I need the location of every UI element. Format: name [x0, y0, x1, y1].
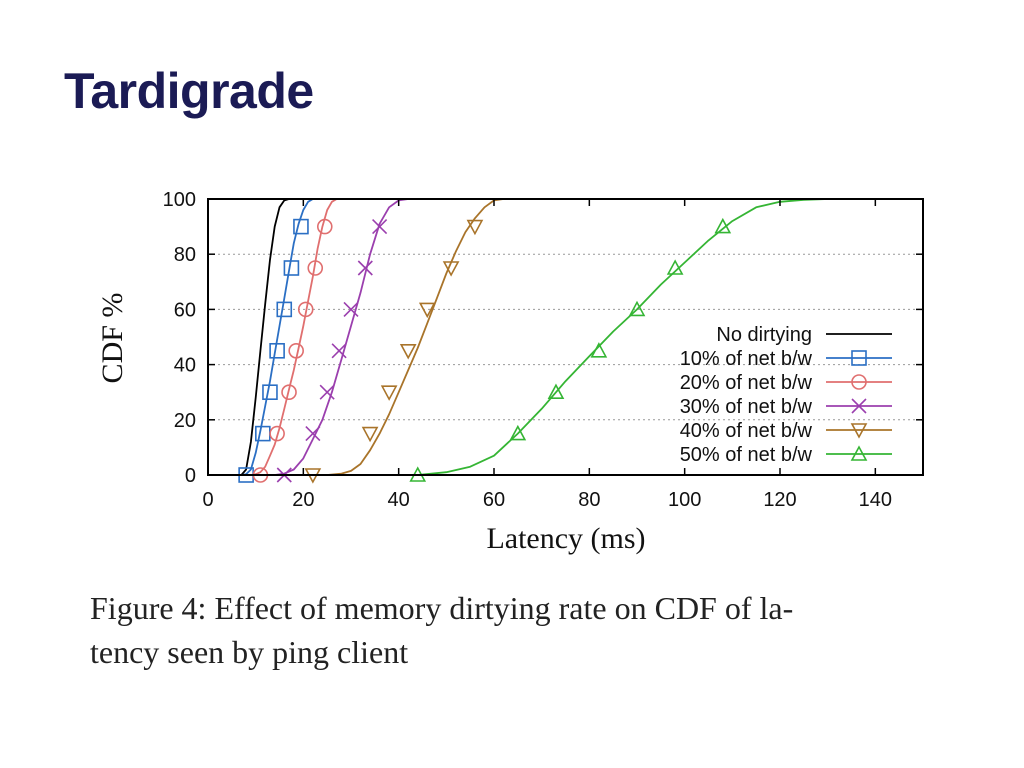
x-tick-label: 100 [668, 489, 701, 511]
x-tick-label: 140 [859, 489, 892, 511]
series-line [241, 198, 314, 476]
x-tick-label: 0 [202, 489, 213, 511]
series-0 [240, 198, 290, 476]
data-point-marker [276, 301, 293, 318]
series-4 [304, 198, 504, 484]
caption-line-1: Figure 4: Effect of memory dirtying rate… [90, 590, 794, 626]
legend-label: 50% of net b/w [680, 444, 813, 466]
legend-entry: 40% of net b/w [680, 420, 892, 442]
data-point-marker [269, 425, 285, 442]
data-point-marker [262, 384, 278, 401]
series-2 [250, 198, 338, 483]
data-point-marker [307, 260, 324, 276]
y-tick-label: 0 [185, 465, 196, 487]
legend-entry: 30% of net b/w [680, 396, 892, 418]
x-tick-label: 20 [292, 489, 314, 511]
data-point-marker [316, 218, 333, 235]
data-point-marker [466, 219, 484, 236]
data-point-marker [418, 302, 436, 319]
y-tick-label: 100 [163, 189, 196, 211]
y-tick-label: 60 [174, 299, 196, 321]
plot-frame [207, 198, 924, 476]
data-point-marker [293, 218, 309, 235]
data-point-marker [628, 300, 646, 317]
data-point-marker [357, 260, 373, 276]
data-point-marker [547, 383, 565, 400]
data-point-marker [288, 342, 304, 359]
y-tick-label: 20 [174, 410, 196, 432]
y-axis-label: CDF % [96, 293, 129, 384]
legend-label: 30% of net b/w [680, 396, 813, 418]
data-point-marker [714, 217, 732, 234]
legend-marker [851, 398, 867, 414]
caption-line-2: tency seen by ping client [90, 634, 409, 670]
y-tick-label: 40 [174, 355, 196, 377]
x-tick-label: 120 [763, 489, 796, 511]
x-tick-label: 60 [483, 489, 505, 511]
legend-label: 40% of net b/w [680, 420, 813, 442]
series-3 [274, 198, 409, 483]
data-point-marker [380, 385, 398, 401]
x-tick-label: 40 [388, 489, 410, 511]
data-point-marker [509, 424, 527, 441]
data-point-marker [319, 384, 335, 400]
data-point-marker [372, 219, 388, 235]
series-line [327, 198, 504, 476]
legend-entry: No dirtying [716, 324, 892, 346]
series-line [240, 198, 290, 476]
slide-title: Tardigrade [64, 63, 314, 119]
legend-label: No dirtying [716, 324, 812, 346]
legend-entry: 50% of net b/w [680, 444, 892, 466]
data-point-marker [281, 384, 297, 401]
series-line [250, 198, 338, 476]
x-axis-label: Latency (ms) [486, 522, 645, 555]
legend-marker [850, 423, 868, 439]
figure-caption: Figure 4: Effect of memory dirtying rate… [90, 586, 970, 674]
data-point-marker [297, 301, 314, 318]
data-point-marker [442, 261, 460, 277]
axis-ticks: 0 20 40 60 80 100 0 20 40 60 80 100 120 140 [163, 189, 923, 511]
gridlines [208, 253, 923, 421]
data-point-marker [666, 259, 684, 275]
legend-marker [851, 374, 867, 390]
legend-entry: 10% of net b/w [680, 348, 892, 370]
data-point-marker [305, 426, 321, 442]
legend-label: 10% of net b/w [680, 348, 813, 370]
data-point-marker [269, 342, 285, 359]
x-tick-label: 80 [578, 489, 600, 511]
series-1 [238, 198, 314, 483]
series-line [274, 198, 409, 476]
data-point-marker [343, 301, 359, 317]
series-layer [238, 198, 852, 484]
y-tick-label: 80 [174, 244, 196, 266]
data-point-marker [361, 426, 379, 443]
legend-marker [850, 445, 868, 461]
data-point-marker [283, 260, 300, 276]
data-point-marker [590, 342, 608, 358]
data-point-marker [399, 343, 417, 360]
data-point-marker [331, 343, 347, 359]
legend-entry: 20% of net b/w [680, 372, 892, 394]
legend-marker [851, 350, 867, 366]
legend-label: 20% of net b/w [680, 372, 813, 394]
